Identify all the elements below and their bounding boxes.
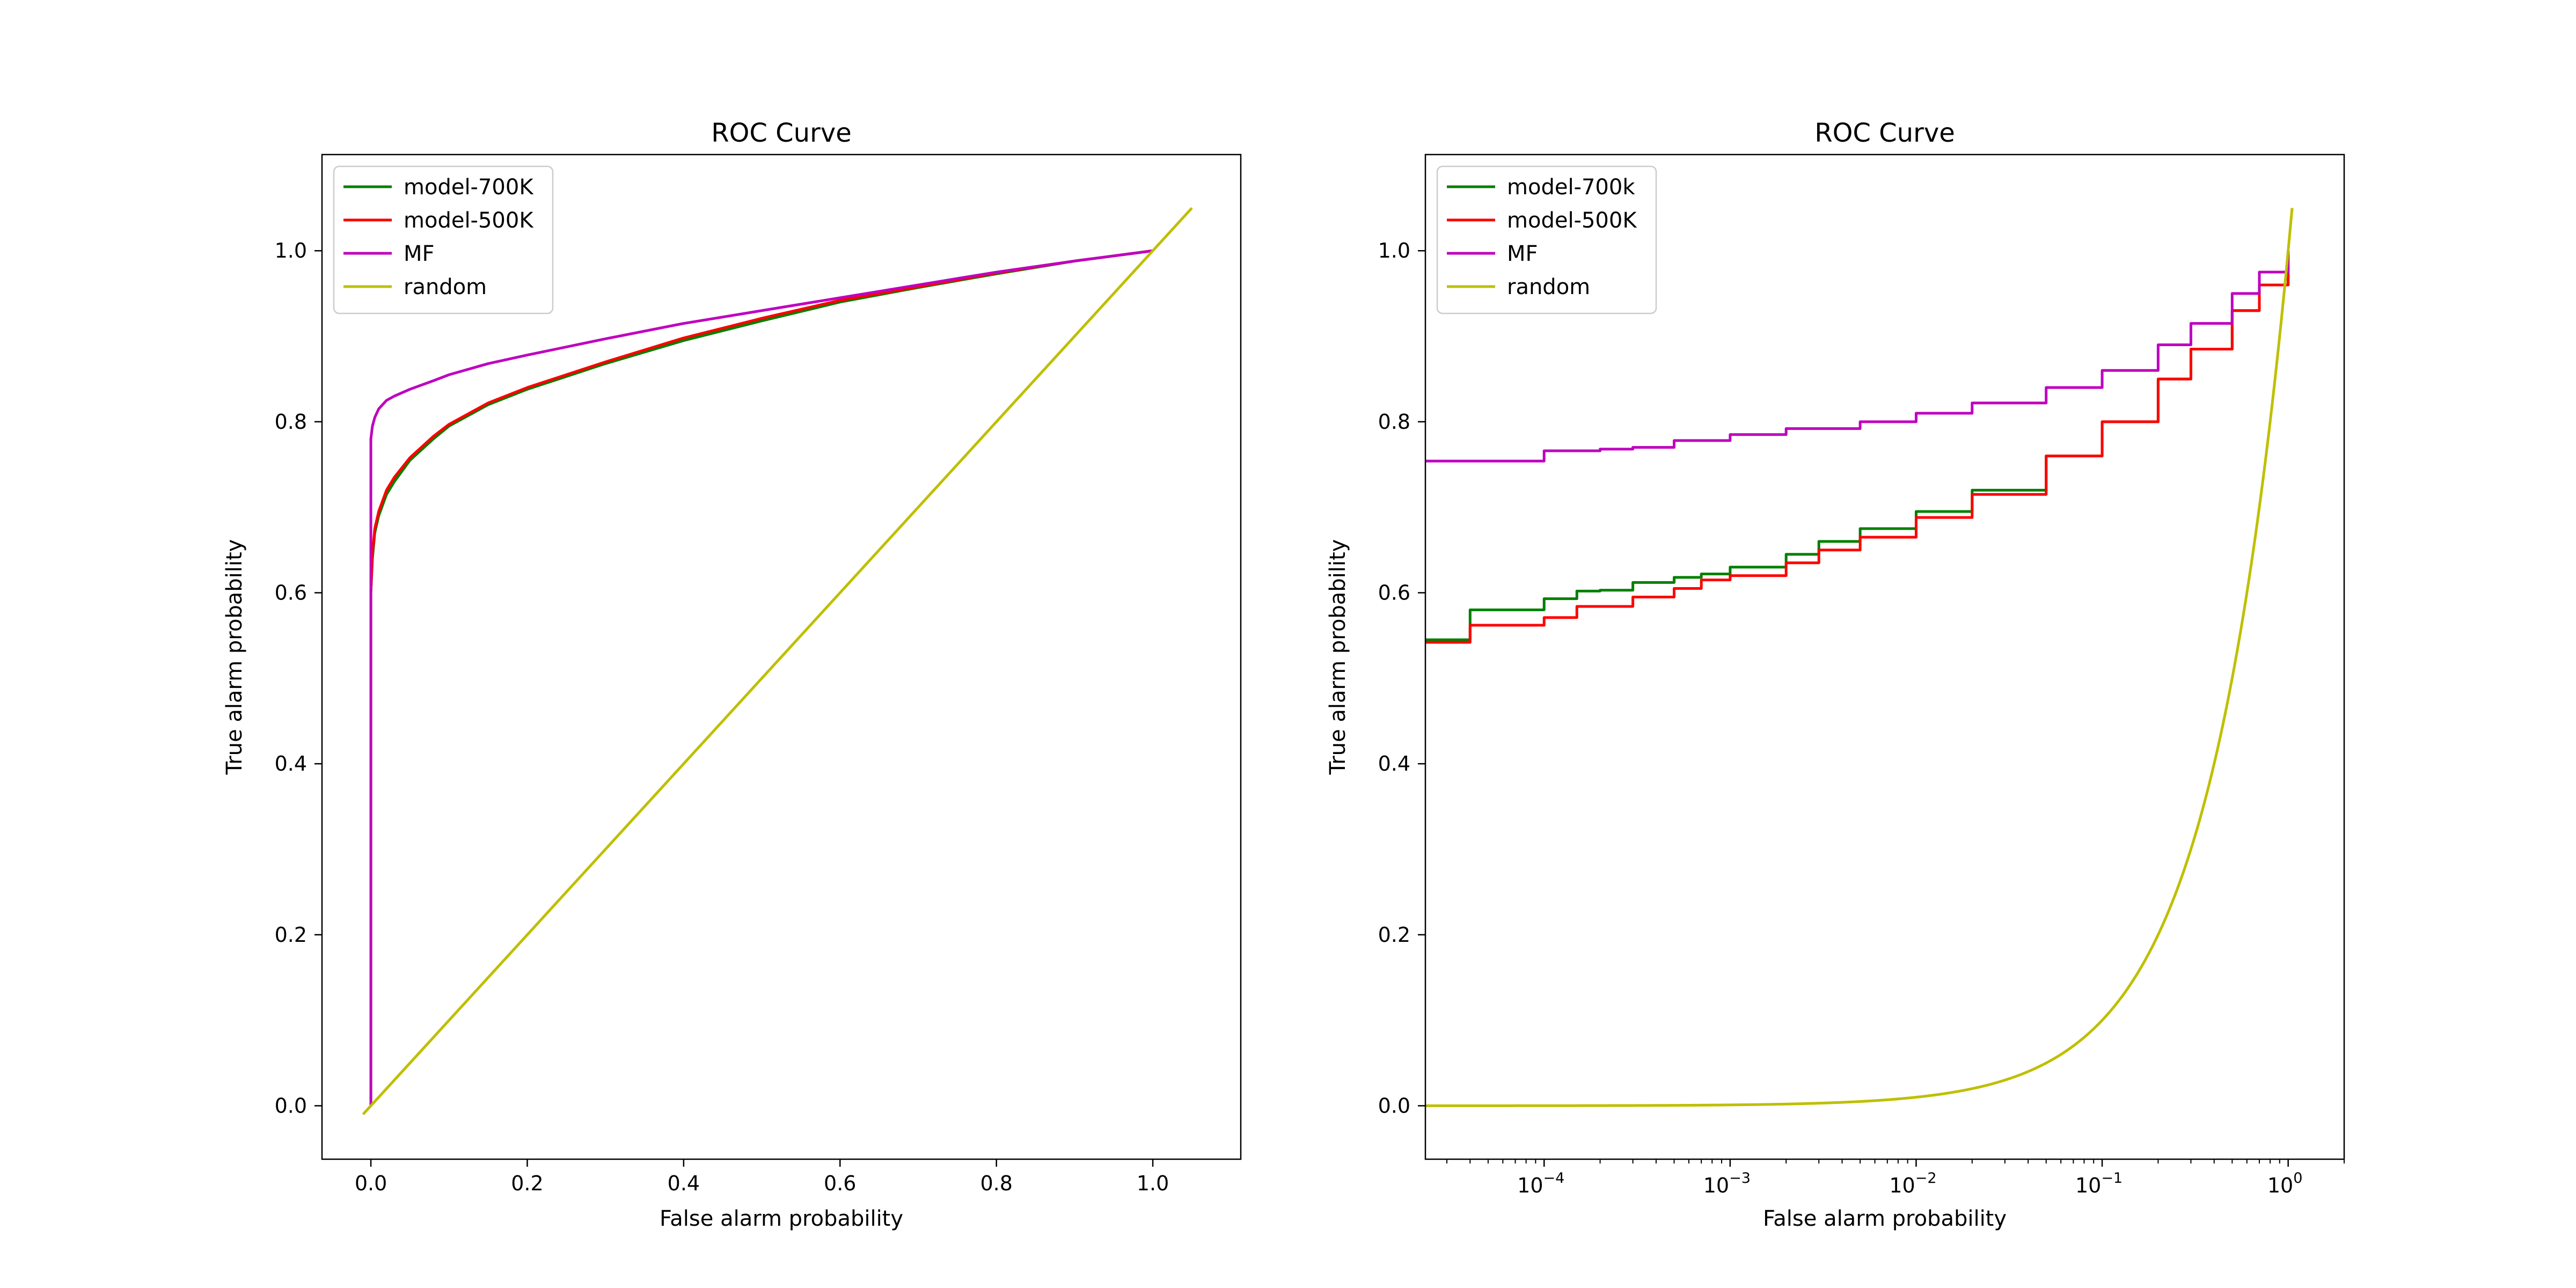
x-tick-label: 0.2: [511, 1172, 543, 1195]
x-tick-label: 100: [2267, 1170, 2303, 1197]
y-axis-label: True alarm probability: [1326, 539, 1350, 775]
legend-label: random: [1507, 275, 1590, 299]
y-tick-label: 0.4: [1378, 752, 1410, 775]
series-line-random: [362, 207, 1193, 1116]
x-tick-label: 10−1: [2075, 1170, 2123, 1197]
y-tick-label: 1.0: [275, 239, 307, 262]
x-tick-base: 10: [2267, 1174, 2293, 1197]
legend-label: random: [404, 275, 487, 299]
chart-title: ROC Curve: [1814, 118, 1955, 148]
series-line-mf: [1425, 251, 2290, 463]
series-group: [362, 207, 1193, 1116]
legend-label: model-700K: [404, 175, 534, 200]
y-tick-label: 0.0: [1378, 1094, 1410, 1117]
series-line-mf: [369, 249, 1153, 1106]
y-tick-label: 0.8: [1378, 410, 1410, 434]
y-tick-label: 0.4: [275, 752, 307, 775]
series-group: [1425, 208, 2294, 1107]
series-line-model-500k: [369, 249, 1153, 1106]
legend: model-700K model-500K MF random: [333, 165, 554, 314]
legend-box: [333, 165, 554, 314]
y-tick-label: 0.6: [275, 581, 307, 605]
left-chart-axes: 0.0 0.2 0.4 0.6 0.8 1.0 0.0 0.2 0.4 0.6 0.8 1.0 ROC …: [222, 118, 1242, 1231]
legend-label: model-500K: [404, 208, 534, 233]
chart-title: ROC Curve: [711, 118, 852, 148]
legend: model-700k model-500K MF random: [1436, 165, 1657, 314]
x-tick-exponent: −1: [2101, 1170, 2123, 1187]
x-tick-label: 0.6: [824, 1172, 856, 1195]
x-axis-label: False alarm probability: [1763, 1206, 2007, 1231]
x-tick-label: 0.8: [980, 1172, 1012, 1195]
x-tick-base: 10: [1889, 1174, 1915, 1197]
axes-frame: [321, 153, 1242, 1160]
y-tick-label: 0.2: [275, 923, 307, 947]
x-tick-label: 0.0: [355, 1172, 387, 1195]
x-tick-base: 10: [2075, 1174, 2101, 1197]
x-tick-base: 10: [1703, 1174, 1729, 1197]
right-chart-axes: 10−4 10−3 10−2 10−1 1000.00.20.40.60.81.0ROC…: [1326, 118, 2345, 1231]
x-tick-label: 10−3: [1703, 1170, 1751, 1197]
y-axis-label: True alarm probability: [222, 539, 247, 775]
x-tick-exponent: −3: [1729, 1170, 1751, 1187]
x-tick-exponent: −2: [1915, 1170, 1937, 1187]
x-tick-label: 10−2: [1889, 1170, 1936, 1197]
legend-label: MF: [404, 241, 435, 266]
x-tick-exponent: 0: [2293, 1170, 2302, 1187]
y-tick-label: 0.0: [275, 1094, 307, 1117]
axes-frame: [1424, 153, 2345, 1160]
x-tick-label: 0.4: [668, 1172, 700, 1195]
x-axis-label: False alarm probability: [660, 1206, 903, 1231]
legend-label: MF: [1507, 241, 1538, 266]
x-tick-label: 1.0: [1137, 1172, 1169, 1195]
y-tick-label: 0.6: [1378, 581, 1410, 605]
y-tick-label: 1.0: [1378, 239, 1410, 262]
series-line-random: [1425, 208, 2294, 1107]
x-tick-exponent: −4: [1543, 1170, 1565, 1187]
y-tick-label: 0.2: [1378, 923, 1410, 947]
legend-label: model-700k: [1507, 175, 1635, 200]
y-tick-label: 0.8: [275, 410, 307, 434]
x-tick-base: 10: [1517, 1174, 1543, 1197]
legend-label: model-500K: [1507, 208, 1637, 233]
legend-box: [1436, 165, 1657, 314]
series-line-model-500k: [1425, 251, 2290, 644]
x-tick-label: 10−4: [1517, 1170, 1564, 1197]
